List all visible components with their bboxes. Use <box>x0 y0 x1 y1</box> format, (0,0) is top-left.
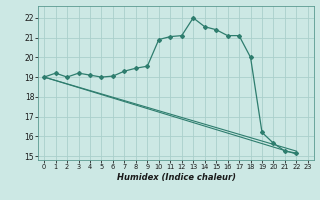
X-axis label: Humidex (Indice chaleur): Humidex (Indice chaleur) <box>116 173 236 182</box>
